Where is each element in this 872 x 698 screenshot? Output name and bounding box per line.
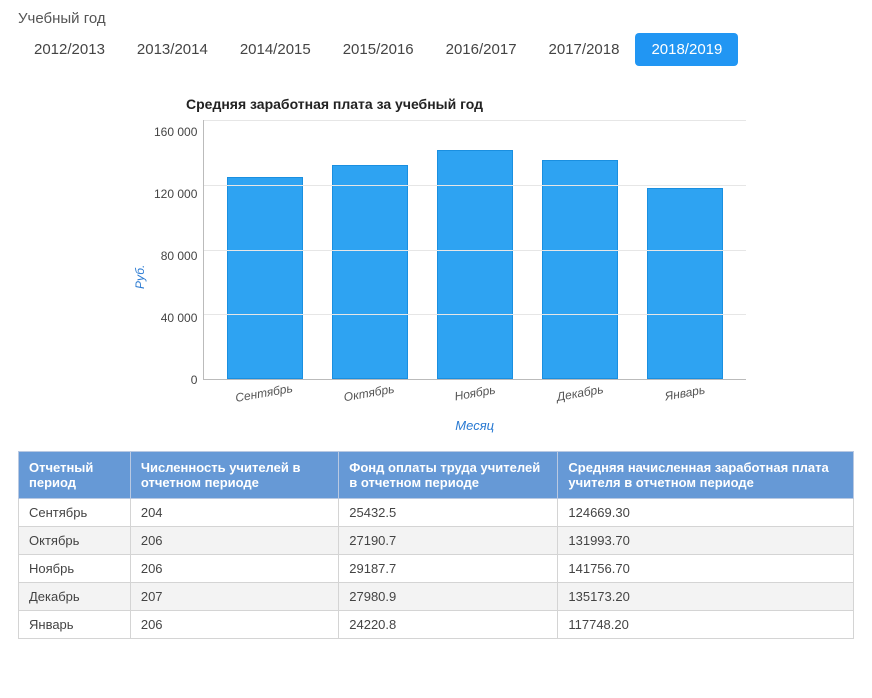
chart-plot-area xyxy=(203,120,746,380)
table-header-cell: Отчетный период xyxy=(19,452,131,499)
table-cell: 206 xyxy=(130,555,338,583)
table-cell: 117748.20 xyxy=(558,611,854,639)
x-tick-label: Январь xyxy=(647,380,724,407)
y-tick-label: 160 000 xyxy=(154,126,197,138)
table-cell: Декабрь xyxy=(19,583,131,611)
salary-table: Отчетный периодЧисленность учителей в от… xyxy=(18,451,854,639)
x-tick-label: Декабрь xyxy=(541,380,618,407)
table-cell: 24220.8 xyxy=(339,611,558,639)
section-label: Учебный год xyxy=(18,10,854,27)
table-cell: 124669.30 xyxy=(558,499,854,527)
table-row: Октябрь20627190.7131993.70 xyxy=(19,527,854,555)
x-tick-label: Сентябрь xyxy=(225,380,302,407)
table-header-cell: Численность учителей в отчетном периоде xyxy=(130,452,338,499)
year-tabs: 2012/20132013/20142014/20152015/20162016… xyxy=(18,33,854,66)
y-tick-label: 0 xyxy=(191,374,198,386)
table-cell: 206 xyxy=(130,527,338,555)
year-tab[interactable]: 2017/2018 xyxy=(533,33,636,66)
table-cell: Январь xyxy=(19,611,131,639)
x-axis-label: Месяц xyxy=(203,418,746,433)
table-cell: 204 xyxy=(130,499,338,527)
table-cell: Сентябрь xyxy=(19,499,131,527)
table-row: Сентябрь20425432.5124669.30 xyxy=(19,499,854,527)
y-ticks: 160 000120 00080 00040 0000 xyxy=(154,120,203,380)
year-tab[interactable]: 2018/2019 xyxy=(635,33,738,66)
x-ticks: СентябрьОктябрьНоябрьДекабрьЯнварь xyxy=(203,380,746,400)
chart-bar xyxy=(227,177,303,379)
year-tab[interactable]: 2016/2017 xyxy=(430,33,533,66)
y-tick-label: 80 000 xyxy=(161,250,198,262)
table-row: Декабрь20727980.9135173.20 xyxy=(19,583,854,611)
year-tab[interactable]: 2015/2016 xyxy=(327,33,430,66)
table-row: Ноябрь20629187.7141756.70 xyxy=(19,555,854,583)
table-cell: 135173.20 xyxy=(558,583,854,611)
year-tab[interactable]: 2012/2013 xyxy=(18,33,121,66)
table-cell: 207 xyxy=(130,583,338,611)
table-cell: 206 xyxy=(130,611,338,639)
y-tick-label: 40 000 xyxy=(161,312,198,324)
y-tick-label: 120 000 xyxy=(154,188,197,200)
chart-bar xyxy=(542,160,618,379)
table-row: Январь20624220.8117748.20 xyxy=(19,611,854,639)
chart-bar xyxy=(647,188,723,379)
chart-bar xyxy=(332,165,408,379)
x-tick-label: Ноябрь xyxy=(436,380,513,407)
x-tick-label: Октябрь xyxy=(331,380,408,407)
table-cell: Ноябрь xyxy=(19,555,131,583)
table-cell: 29187.7 xyxy=(339,555,558,583)
table-cell: 27980.9 xyxy=(339,583,558,611)
table-header-cell: Средняя начисленная заработная плата учи… xyxy=(558,452,854,499)
table-cell: 27190.7 xyxy=(339,527,558,555)
table-cell: 141756.70 xyxy=(558,555,854,583)
y-axis-label: Руб. xyxy=(126,120,154,433)
table-cell: 131993.70 xyxy=(558,527,854,555)
table-cell: Октябрь xyxy=(19,527,131,555)
year-tab[interactable]: 2013/2014 xyxy=(121,33,224,66)
table-header-cell: Фонд оплаты труда учителей в отчетном пе… xyxy=(339,452,558,499)
chart-title: Средняя заработная плата за учебный год xyxy=(186,96,746,112)
year-tab[interactable]: 2014/2015 xyxy=(224,33,327,66)
salary-chart: Средняя заработная плата за учебный год … xyxy=(126,96,746,433)
table-cell: 25432.5 xyxy=(339,499,558,527)
